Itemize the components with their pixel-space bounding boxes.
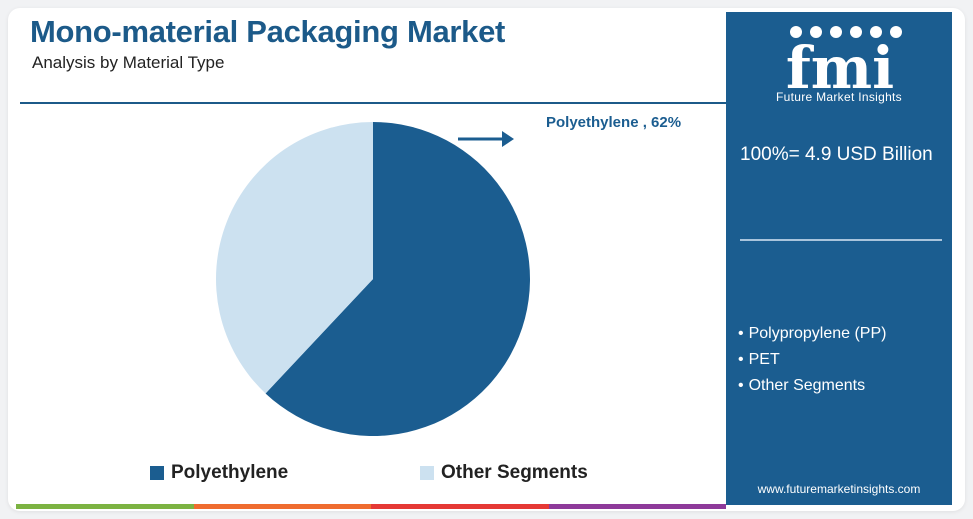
pie-slice-other-segments — [215, 122, 373, 394]
legend-label: Other Segments — [441, 462, 588, 483]
pie-slices — [215, 122, 530, 437]
list-item: Polypropylene (PP) — [738, 321, 887, 347]
bar-segment-purple — [548, 504, 726, 509]
annotation-arrow-icon — [458, 131, 514, 147]
panel-divider — [740, 239, 942, 241]
fmi-logo: fmi — [786, 26, 902, 102]
pie-slice-polyethylene — [265, 122, 530, 437]
website-link[interactable]: www.futuremarketinsights.com — [757, 482, 921, 496]
legend-item-other-segments: Other Segments — [420, 460, 588, 486]
legend-item-polyethylene: Polyethylene — [150, 460, 288, 486]
pie-chart: Polyethylene , 62% — [215, 114, 681, 437]
chart-title: Mono-material Packaging Market — [30, 14, 506, 49]
chart-card: Mono-material Packaging Market Analysis … — [8, 8, 965, 511]
title-divider — [20, 102, 726, 104]
logo-wordmark: fmi — [786, 34, 894, 102]
legend-label: Polyethylene — [171, 462, 289, 483]
logo-tagline: Future Market Insights — [776, 90, 902, 104]
bar-segment-green — [16, 504, 194, 509]
legend-swatch — [150, 466, 164, 480]
list-item: PET — [738, 347, 886, 373]
bottom-color-bar — [16, 504, 726, 509]
market-total: 100%= 4.9 USD Billion — [740, 144, 933, 165]
slice-annotation: Polyethylene , 62% — [546, 114, 681, 131]
other-segments-list: Polypropylene (PP) PET Other Segments — [738, 321, 887, 399]
list-item: Other Segments — [738, 373, 886, 399]
bar-segment-red — [371, 504, 549, 509]
legend-swatch — [420, 466, 434, 480]
bar-segment-orange — [193, 504, 371, 509]
logo-figures-icon — [790, 26, 902, 38]
chart-subtitle: Analysis by Material Type — [32, 53, 225, 72]
side-panel: fmi Future Market Insights 100%= 4.9 USD… — [726, 12, 952, 505]
